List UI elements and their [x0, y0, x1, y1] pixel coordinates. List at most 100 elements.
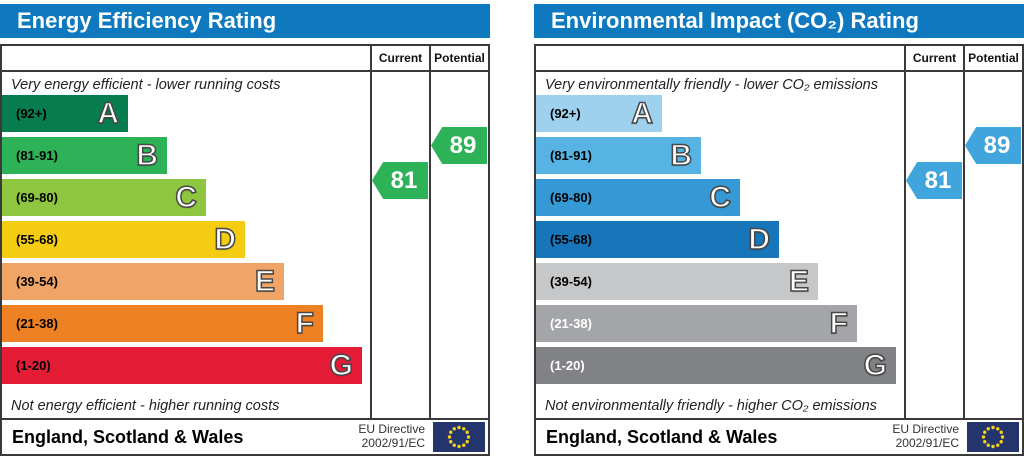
potential-rating-arrow: 89	[431, 127, 487, 164]
rating-bands: Very environmentally friendly - lower CO…	[536, 72, 904, 418]
band-grade-letter: A	[97, 96, 120, 131]
band-row-f: (21-38) F	[536, 305, 904, 342]
band-range-label: (81-91)	[16, 148, 58, 163]
band-grade-letter: F	[829, 306, 849, 341]
band-grade-letter: F	[295, 306, 315, 341]
eu-flag-icon	[433, 422, 485, 452]
band-grade-letter: B	[136, 138, 159, 173]
header-spacer	[2, 46, 370, 70]
energy-efficiency-panel: Energy Efficiency Rating Current Potenti…	[0, 4, 490, 456]
chart-body: Very energy efficient - lower running co…	[2, 72, 488, 418]
potential-column-header: Potential	[429, 46, 488, 70]
band-row-g: (1-20) G	[2, 347, 370, 384]
band-range-label: (1-20)	[16, 358, 51, 373]
band-bar-f: (21-38) F	[2, 305, 323, 342]
band-grade-letter: B	[670, 138, 693, 173]
band-row-a: (92+) A	[2, 95, 370, 132]
band-bar-b: (81-91) B	[536, 137, 701, 174]
band-row-b: (81-91) B	[2, 137, 370, 174]
band-bar-a: (92+) A	[2, 95, 128, 132]
band-row-g: (1-20) G	[536, 347, 904, 384]
eu-directive-line2: 2002/91/EC	[361, 436, 425, 450]
potential-column: 89	[963, 72, 1022, 418]
band-row-d: (55-68) D	[536, 221, 904, 258]
band-range-label: (21-38)	[550, 316, 592, 331]
band-bar-d: (55-68) D	[536, 221, 779, 258]
current-column: 81	[370, 72, 429, 418]
band-range-label: (55-68)	[550, 232, 592, 247]
potential-rating-arrow: 89	[965, 127, 1021, 164]
current-column-header: Current	[904, 46, 963, 70]
band-bar-c: (69-80) C	[2, 179, 206, 216]
band-range-label: (39-54)	[16, 274, 58, 289]
band-bar-g: (1-20) G	[2, 347, 362, 384]
band-range-label: (69-80)	[16, 190, 58, 205]
environmental-impact-title: Environmental Impact (CO₂) Rating	[534, 4, 1024, 38]
eu-directive-line2: 2002/91/EC	[895, 436, 959, 450]
chart-footer: England, Scotland & Wales EU Directive 2…	[2, 418, 488, 454]
top-note: Very environmentally friendly - lower CO…	[545, 77, 878, 93]
potential-column-header: Potential	[963, 46, 1022, 70]
band-bar-b: (81-91) B	[2, 137, 167, 174]
band-row-f: (21-38) F	[2, 305, 370, 342]
band-grade-letter: E	[254, 264, 276, 299]
bottom-note: Not environmentally friendly - higher CO…	[545, 398, 877, 414]
band-grade-letter: C	[175, 180, 198, 215]
top-note: Very energy efficient - lower running co…	[11, 77, 281, 93]
band-range-label: (55-68)	[16, 232, 58, 247]
band-bar-g: (1-20) G	[536, 347, 896, 384]
energy-efficiency-table: Current Potential Very energy efficient …	[0, 44, 490, 456]
current-column-header: Current	[370, 46, 429, 70]
band-bar-c: (69-80) C	[536, 179, 740, 216]
eu-directive-label: EU Directive 2002/91/EC	[358, 422, 425, 451]
band-bar-d: (55-68) D	[2, 221, 245, 258]
band-grade-letter: D	[214, 222, 237, 257]
band-row-b: (81-91) B	[536, 137, 904, 174]
band-bar-e: (39-54) E	[2, 263, 284, 300]
chart-body: Very environmentally friendly - lower CO…	[536, 72, 1022, 418]
band-grade-letter: D	[748, 222, 771, 257]
band-bar-f: (21-38) F	[536, 305, 857, 342]
region-label: England, Scotland & Wales	[546, 426, 778, 447]
current-column: 81	[904, 72, 963, 418]
band-range-label: (92+)	[550, 106, 581, 121]
band-range-label: (21-38)	[16, 316, 58, 331]
bands-list: (92+) A (81-91) B (69-80) C (55-68) D (39-54) E (2…	[2, 95, 370, 389]
band-range-label: (69-80)	[550, 190, 592, 205]
current-rating-arrow: 81	[372, 162, 428, 199]
eu-flag-icon	[967, 422, 1019, 452]
band-row-a: (92+) A	[536, 95, 904, 132]
current-rating-arrow: 81	[906, 162, 962, 199]
band-row-e: (39-54) E	[2, 263, 370, 300]
header-spacer	[536, 46, 904, 70]
bands-list: (92+) A (81-91) B (69-80) C (55-68) D (39-54) E (2…	[536, 95, 904, 389]
environmental-impact-panel: Environmental Impact (CO₂) Rating Curren…	[534, 4, 1024, 456]
band-grade-letter: G	[329, 348, 354, 383]
band-row-c: (69-80) C	[2, 179, 370, 216]
eu-directive-label: EU Directive 2002/91/EC	[892, 422, 959, 451]
band-grade-letter: A	[631, 96, 654, 131]
band-range-label: (1-20)	[550, 358, 585, 373]
band-range-label: (81-91)	[550, 148, 592, 163]
band-grade-letter: E	[788, 264, 810, 299]
bottom-note: Not energy efficient - higher running co…	[11, 398, 280, 414]
eu-directive-line1: EU Directive	[358, 422, 425, 437]
band-row-d: (55-68) D	[2, 221, 370, 258]
band-grade-letter: G	[863, 348, 888, 383]
column-header-row: Current Potential	[536, 46, 1022, 72]
rating-bands: Very energy efficient - lower running co…	[2, 72, 370, 418]
potential-column: 89	[429, 72, 488, 418]
eu-directive-line1: EU Directive	[892, 422, 959, 437]
band-bar-a: (92+) A	[536, 95, 662, 132]
chart-footer: England, Scotland & Wales EU Directive 2…	[536, 418, 1022, 454]
energy-efficiency-title: Energy Efficiency Rating	[0, 4, 490, 38]
region-label: England, Scotland & Wales	[12, 426, 244, 447]
band-row-c: (69-80) C	[536, 179, 904, 216]
band-bar-e: (39-54) E	[536, 263, 818, 300]
environmental-impact-table: Current Potential Very environmentally f…	[534, 44, 1024, 456]
band-grade-letter: C	[709, 180, 732, 215]
band-range-label: (39-54)	[550, 274, 592, 289]
band-row-e: (39-54) E	[536, 263, 904, 300]
band-range-label: (92+)	[16, 106, 47, 121]
